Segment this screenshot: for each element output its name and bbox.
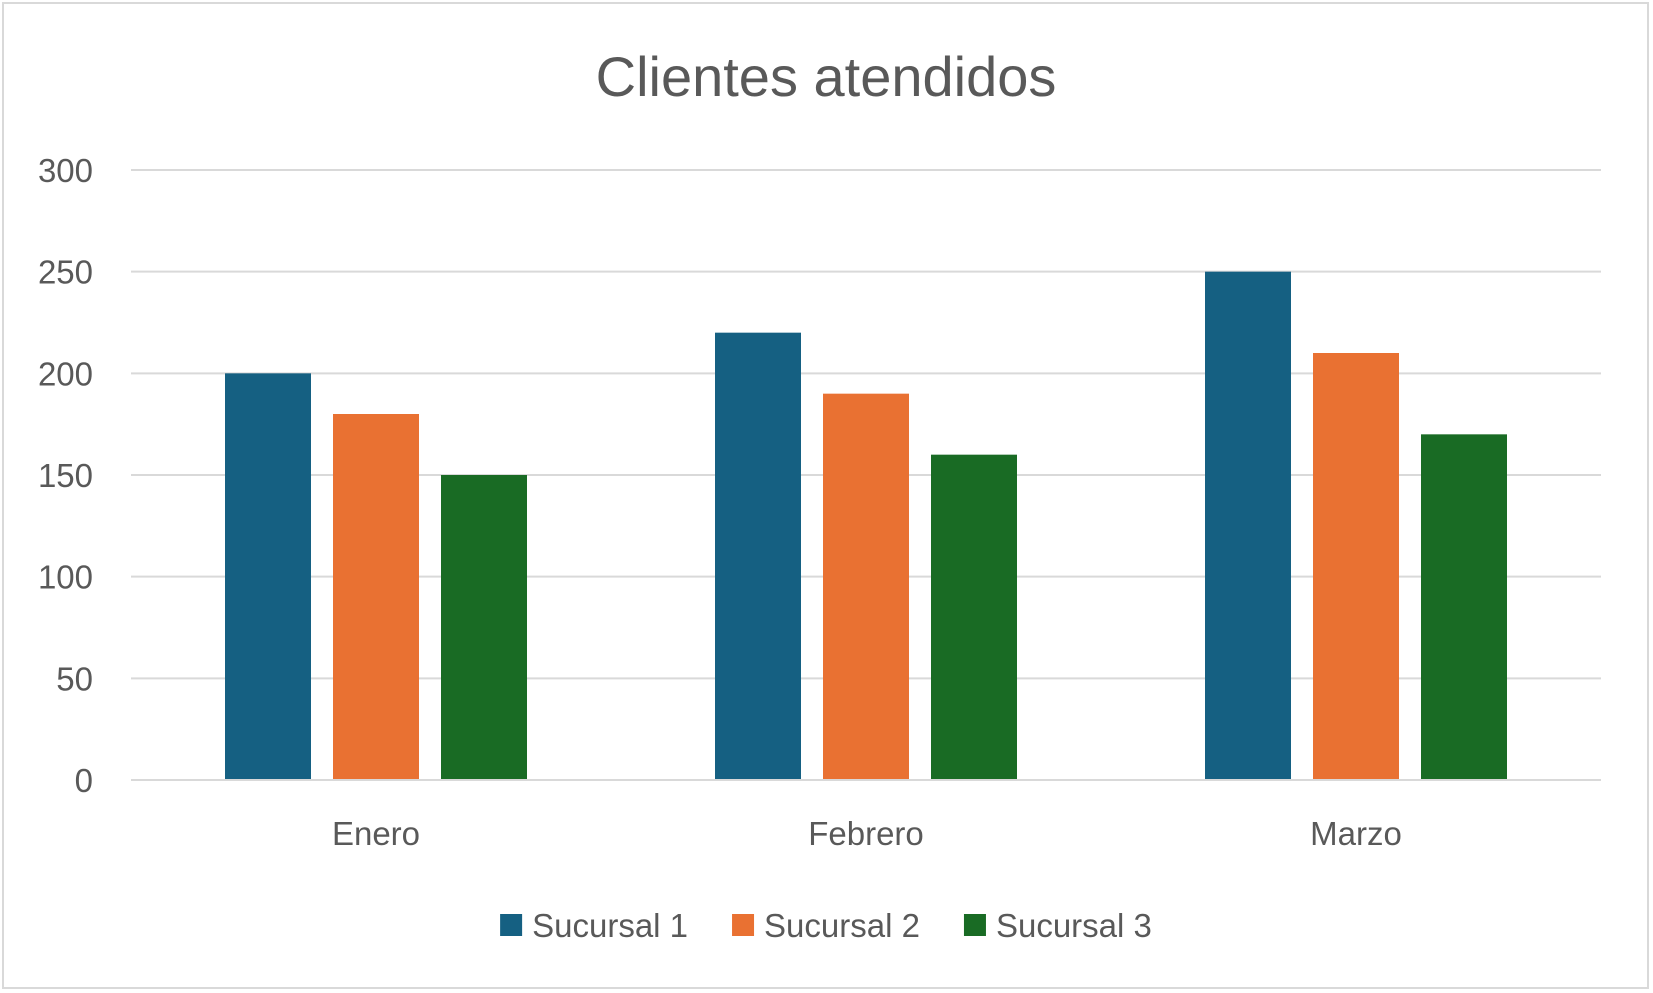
legend: Sucursal 1 Sucursal 2 Sucursal 3 [500,907,1152,944]
legend-item: Sucursal 3 [963,907,1152,944]
bar-marzo-series-3 [1421,434,1507,780]
y-tick-label: 0 [75,762,93,799]
y-tick-label: 250 [38,254,93,291]
legend-swatch [500,914,523,936]
x-tick-label: Enero [332,815,420,852]
x-tick-label: Febrero [808,815,924,852]
bar-marzo-series-1 [1205,271,1291,780]
legend-label: Sucursal 1 [532,907,688,944]
bar-febrero-series-3 [931,454,1017,780]
legend-label: Sucursal 3 [996,907,1152,944]
chart-title: Clientes atendidos [596,45,1057,108]
bar-febrero-series-2 [823,393,909,780]
bar-enero-series-2 [333,414,419,780]
y-tick-label: 300 [38,152,93,189]
legend-swatch [732,914,755,936]
x-axis-tick-labels: Enero Febrero Marzo [332,815,1402,852]
legend-item: Sucursal 1 [500,907,688,944]
y-tick-label: 200 [38,355,93,392]
y-tick-label: 50 [56,660,93,697]
y-tick-label: 150 [38,457,93,494]
legend-swatch [963,914,986,936]
bars [225,271,1507,780]
y-axis-tick-labels: 0 50 100 150 200 250 300 [38,152,93,799]
x-tick-label: Marzo [1310,815,1402,852]
bar-marzo-series-2 [1313,353,1399,780]
bar-febrero-series-1 [715,332,801,780]
bar-enero-series-3 [441,475,527,780]
bar-enero-series-1 [225,373,311,780]
y-tick-label: 100 [38,559,93,596]
legend-label: Sucursal 2 [764,907,920,944]
legend-item: Sucursal 2 [732,907,920,944]
